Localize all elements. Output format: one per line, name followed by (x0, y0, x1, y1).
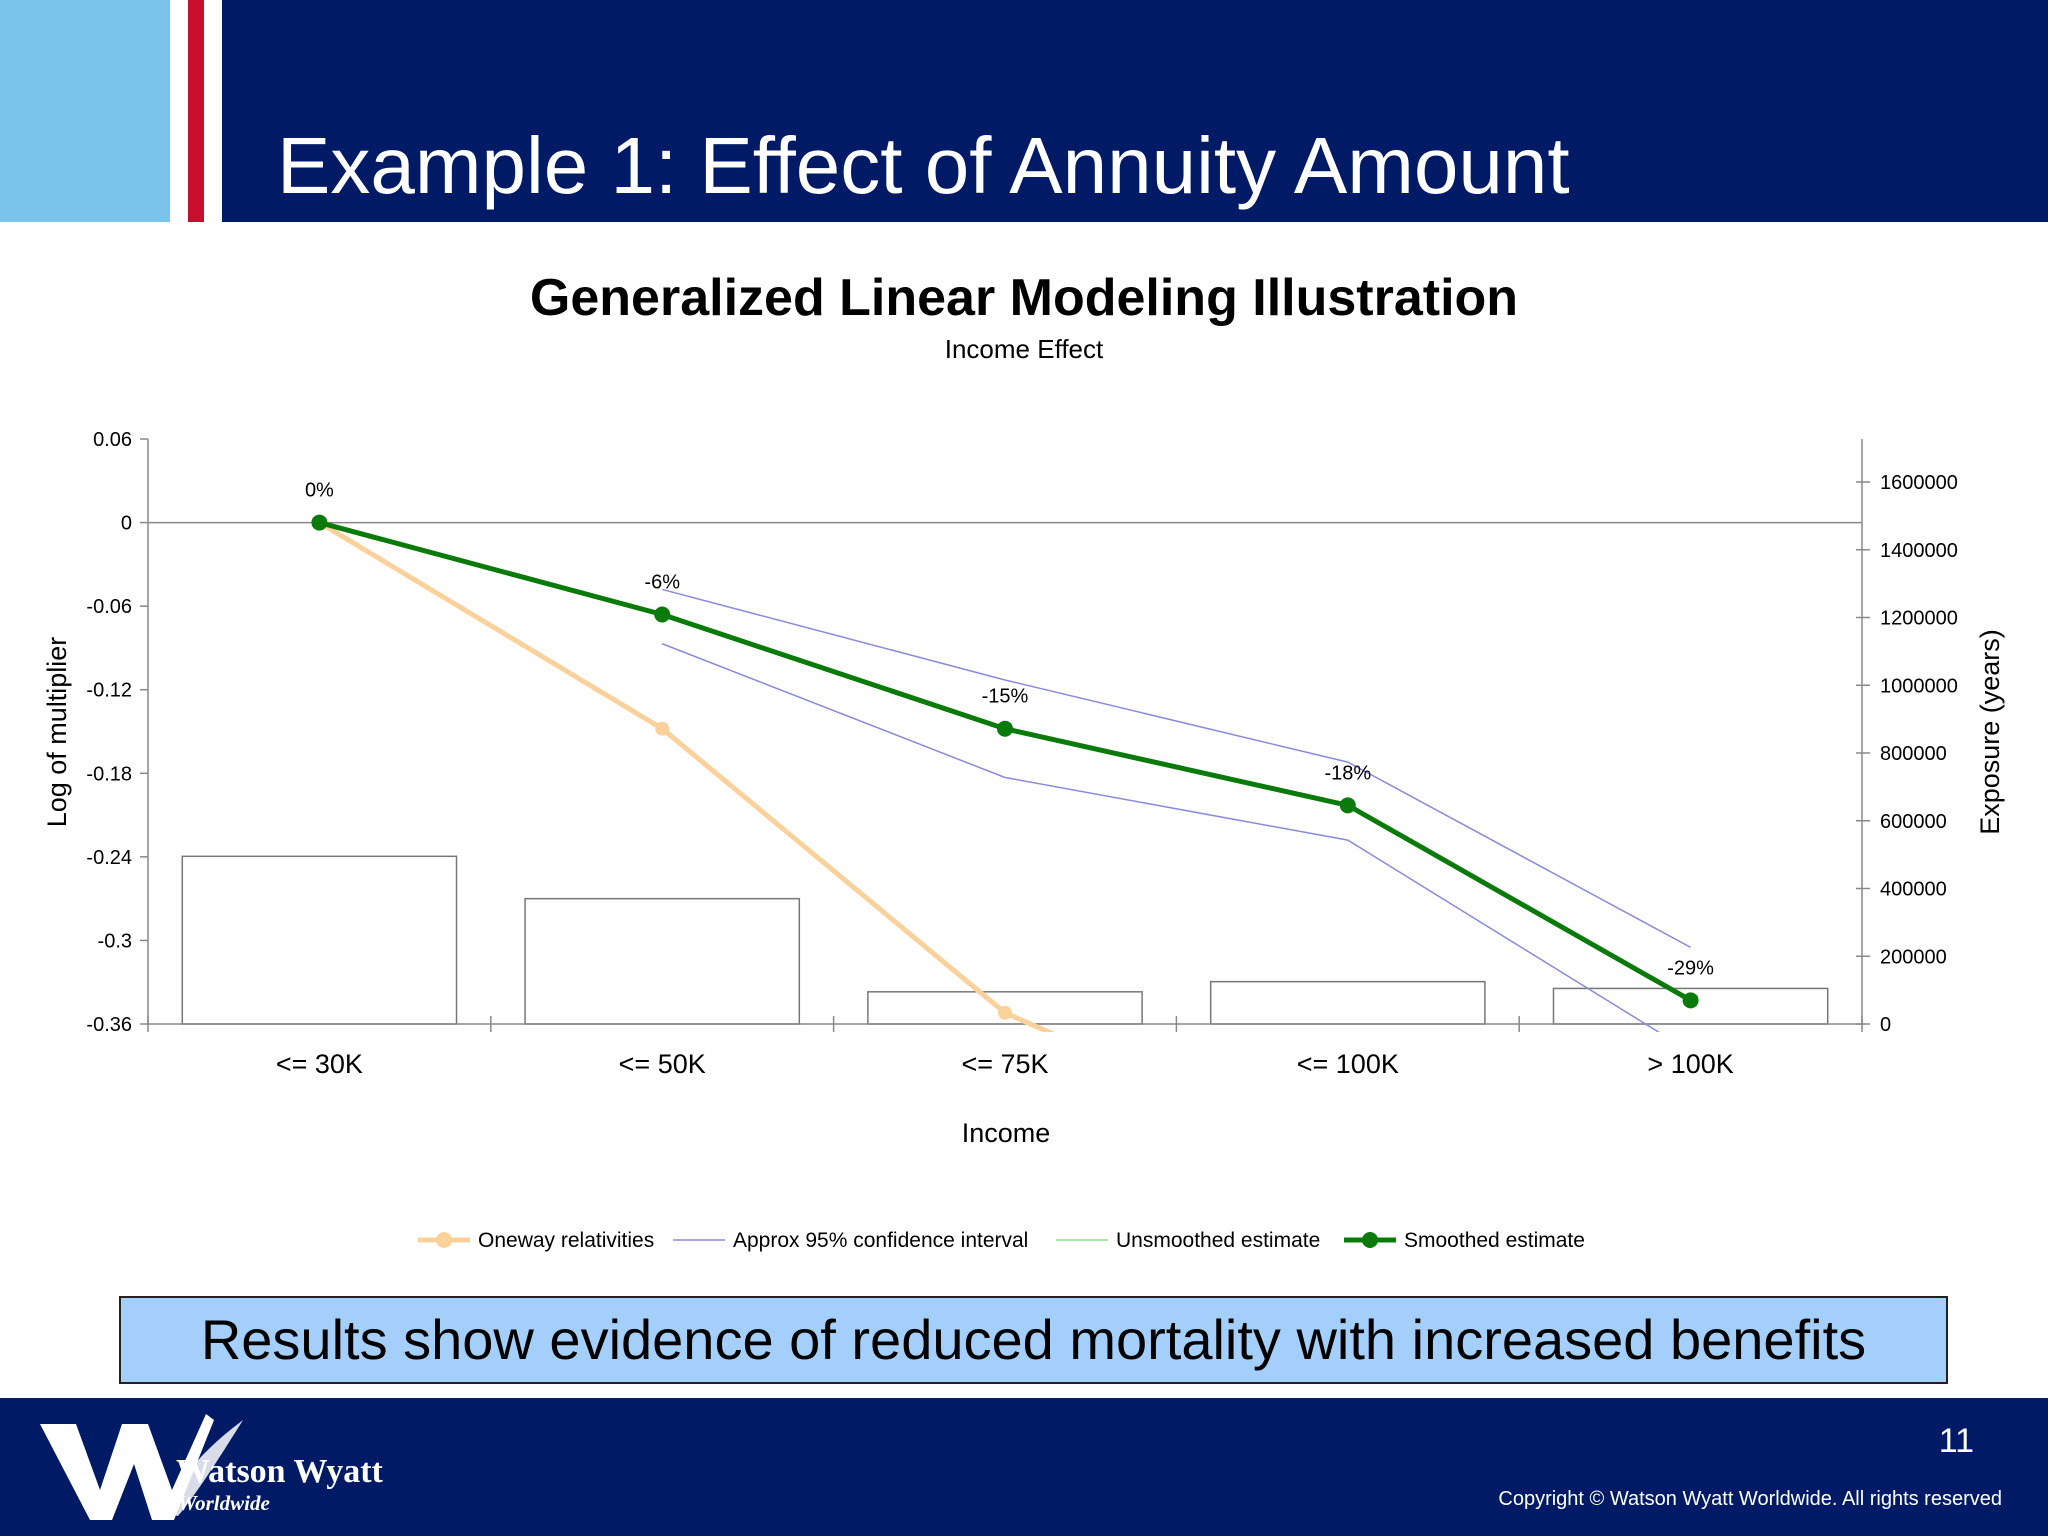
ci-upper-line (662, 588, 1691, 949)
slide-title: Example 1: Effect of Annuity Amount (277, 121, 1570, 210)
conclusion-callout: Results show evidence of reduced mortali… (119, 1296, 1948, 1384)
chart-subtitle: Income Effect (945, 334, 1104, 364)
y-tick-label: -0.18 (86, 763, 132, 785)
chart-labels: 0% -6% -15% -18% -29% (305, 480, 1714, 980)
legend-label: Oneway relativities (478, 1229, 654, 1252)
header-accent-light-block (0, 0, 170, 222)
watson-wyatt-logo: Watson Wyatt Worldwide (40, 1414, 384, 1520)
x-axis-title: Income (962, 1118, 1051, 1148)
oneway-point (655, 721, 670, 736)
x-tick-label: <= 50K (619, 1049, 706, 1079)
y2-tick-label: 1200000 (1880, 608, 1958, 630)
smoothed-point (654, 606, 671, 623)
y-tick-label: 0.06 (93, 429, 132, 451)
y2-tick-label: 600000 (1880, 811, 1947, 833)
exposure-bar (181, 855, 458, 1025)
chart-series (311, 514, 1699, 1032)
y2-tick-label: 1400000 (1880, 540, 1958, 562)
income-effect-chart: Generalized Linear Modeling Illustration… (42, 269, 2005, 1252)
slide-header: Example 1: Effect of Annuity Amount (0, 0, 2048, 222)
smoothed-point (311, 514, 328, 531)
copyright-notice: Copyright © Watson Wyatt Worldwide. All … (1498, 1488, 2002, 1510)
clipped-series (312, 515, 1691, 1032)
x-tick-label: <= 100K (1297, 1049, 1399, 1079)
y-tick-label: -0.12 (86, 680, 132, 702)
y-axis-title: Log of multiplier (42, 637, 72, 828)
smoothed-data-label: -15% (982, 686, 1029, 708)
y2-tick-label: 200000 (1880, 946, 1947, 968)
smoothed-point (997, 720, 1013, 737)
y2-tick-label: 400000 (1880, 879, 1947, 901)
y2-tick-label: 1600000 (1880, 472, 1958, 494)
legend-item: Approx 95% confidence interval (673, 1229, 1028, 1252)
chart-legend: Oneway relativities Approx 95% confidence… (418, 1229, 1585, 1252)
header-accent-white-stripe (170, 0, 188, 222)
exposure-bars (181, 855, 1829, 1025)
logo-name: Watson Wyatt (176, 1453, 384, 1490)
y-tick-label: -0.24 (86, 847, 132, 869)
exposure-bar (524, 897, 801, 1025)
page-number: 11 (1938, 1422, 1974, 1460)
y2-tick-label: 800000 (1880, 743, 1947, 765)
smoothed-point (1682, 992, 1699, 1009)
y2-tick-label: 1000000 (1880, 675, 1958, 697)
chart-title: Generalized Linear Modeling Illustration (530, 269, 1518, 327)
y2-tick-label: 0 (1880, 1014, 1891, 1036)
legend-label: Approx 95% confidence interval (733, 1229, 1028, 1252)
smoothed-point (1339, 797, 1356, 814)
y-tick-label: 0 (121, 513, 132, 535)
y-tick-label: -0.3 (98, 930, 132, 952)
legend-label: Smoothed estimate (1404, 1229, 1585, 1252)
slide-footer: Watson Wyatt Worldwide 11 Copyright © Wa… (0, 1398, 2048, 1536)
y-tick-label: -0.06 (86, 596, 132, 618)
legend-item: Unsmoothed estimate (1056, 1229, 1320, 1252)
legend-swatch-marker (436, 1232, 452, 1248)
logo-subtitle: Worldwide (178, 1491, 270, 1515)
x-tick-label: <= 30K (276, 1049, 363, 1079)
legend-item: Oneway relativities (418, 1229, 654, 1252)
x-tick-label: > 100K (1647, 1049, 1733, 1079)
smoothed-data-label: 0% (305, 480, 334, 502)
legend-label: Unsmoothed estimate (1116, 1229, 1320, 1252)
header-accent-red-stripe (188, 0, 204, 222)
y-tick-label: -0.36 (86, 1014, 132, 1036)
smoothed-data-label: -29% (1667, 957, 1714, 979)
logo-swoosh-icon (158, 1420, 243, 1516)
legend-item: Smoothed estimate (1344, 1229, 1585, 1252)
ci-lower-line (661, 643, 1660, 1032)
logo-w-mark-icon (40, 1414, 214, 1520)
chart-axes: 0.06 0 -0.06 -0.12 -0.18 -0.24 -0.3 -0.36 <= 30K… (86, 429, 1957, 1079)
x-tick-label: <= 75K (961, 1049, 1048, 1079)
smoothed-data-label: -18% (1324, 762, 1371, 784)
y2-axis-title: Exposure (years) (1975, 629, 2005, 835)
header-accent-white-stripe-2 (204, 0, 222, 222)
legend-swatch-marker (1362, 1232, 1378, 1248)
exposure-bar (1209, 980, 1486, 1025)
oneway-point (998, 1005, 1012, 1020)
smoothed-data-label: -6% (644, 572, 680, 594)
